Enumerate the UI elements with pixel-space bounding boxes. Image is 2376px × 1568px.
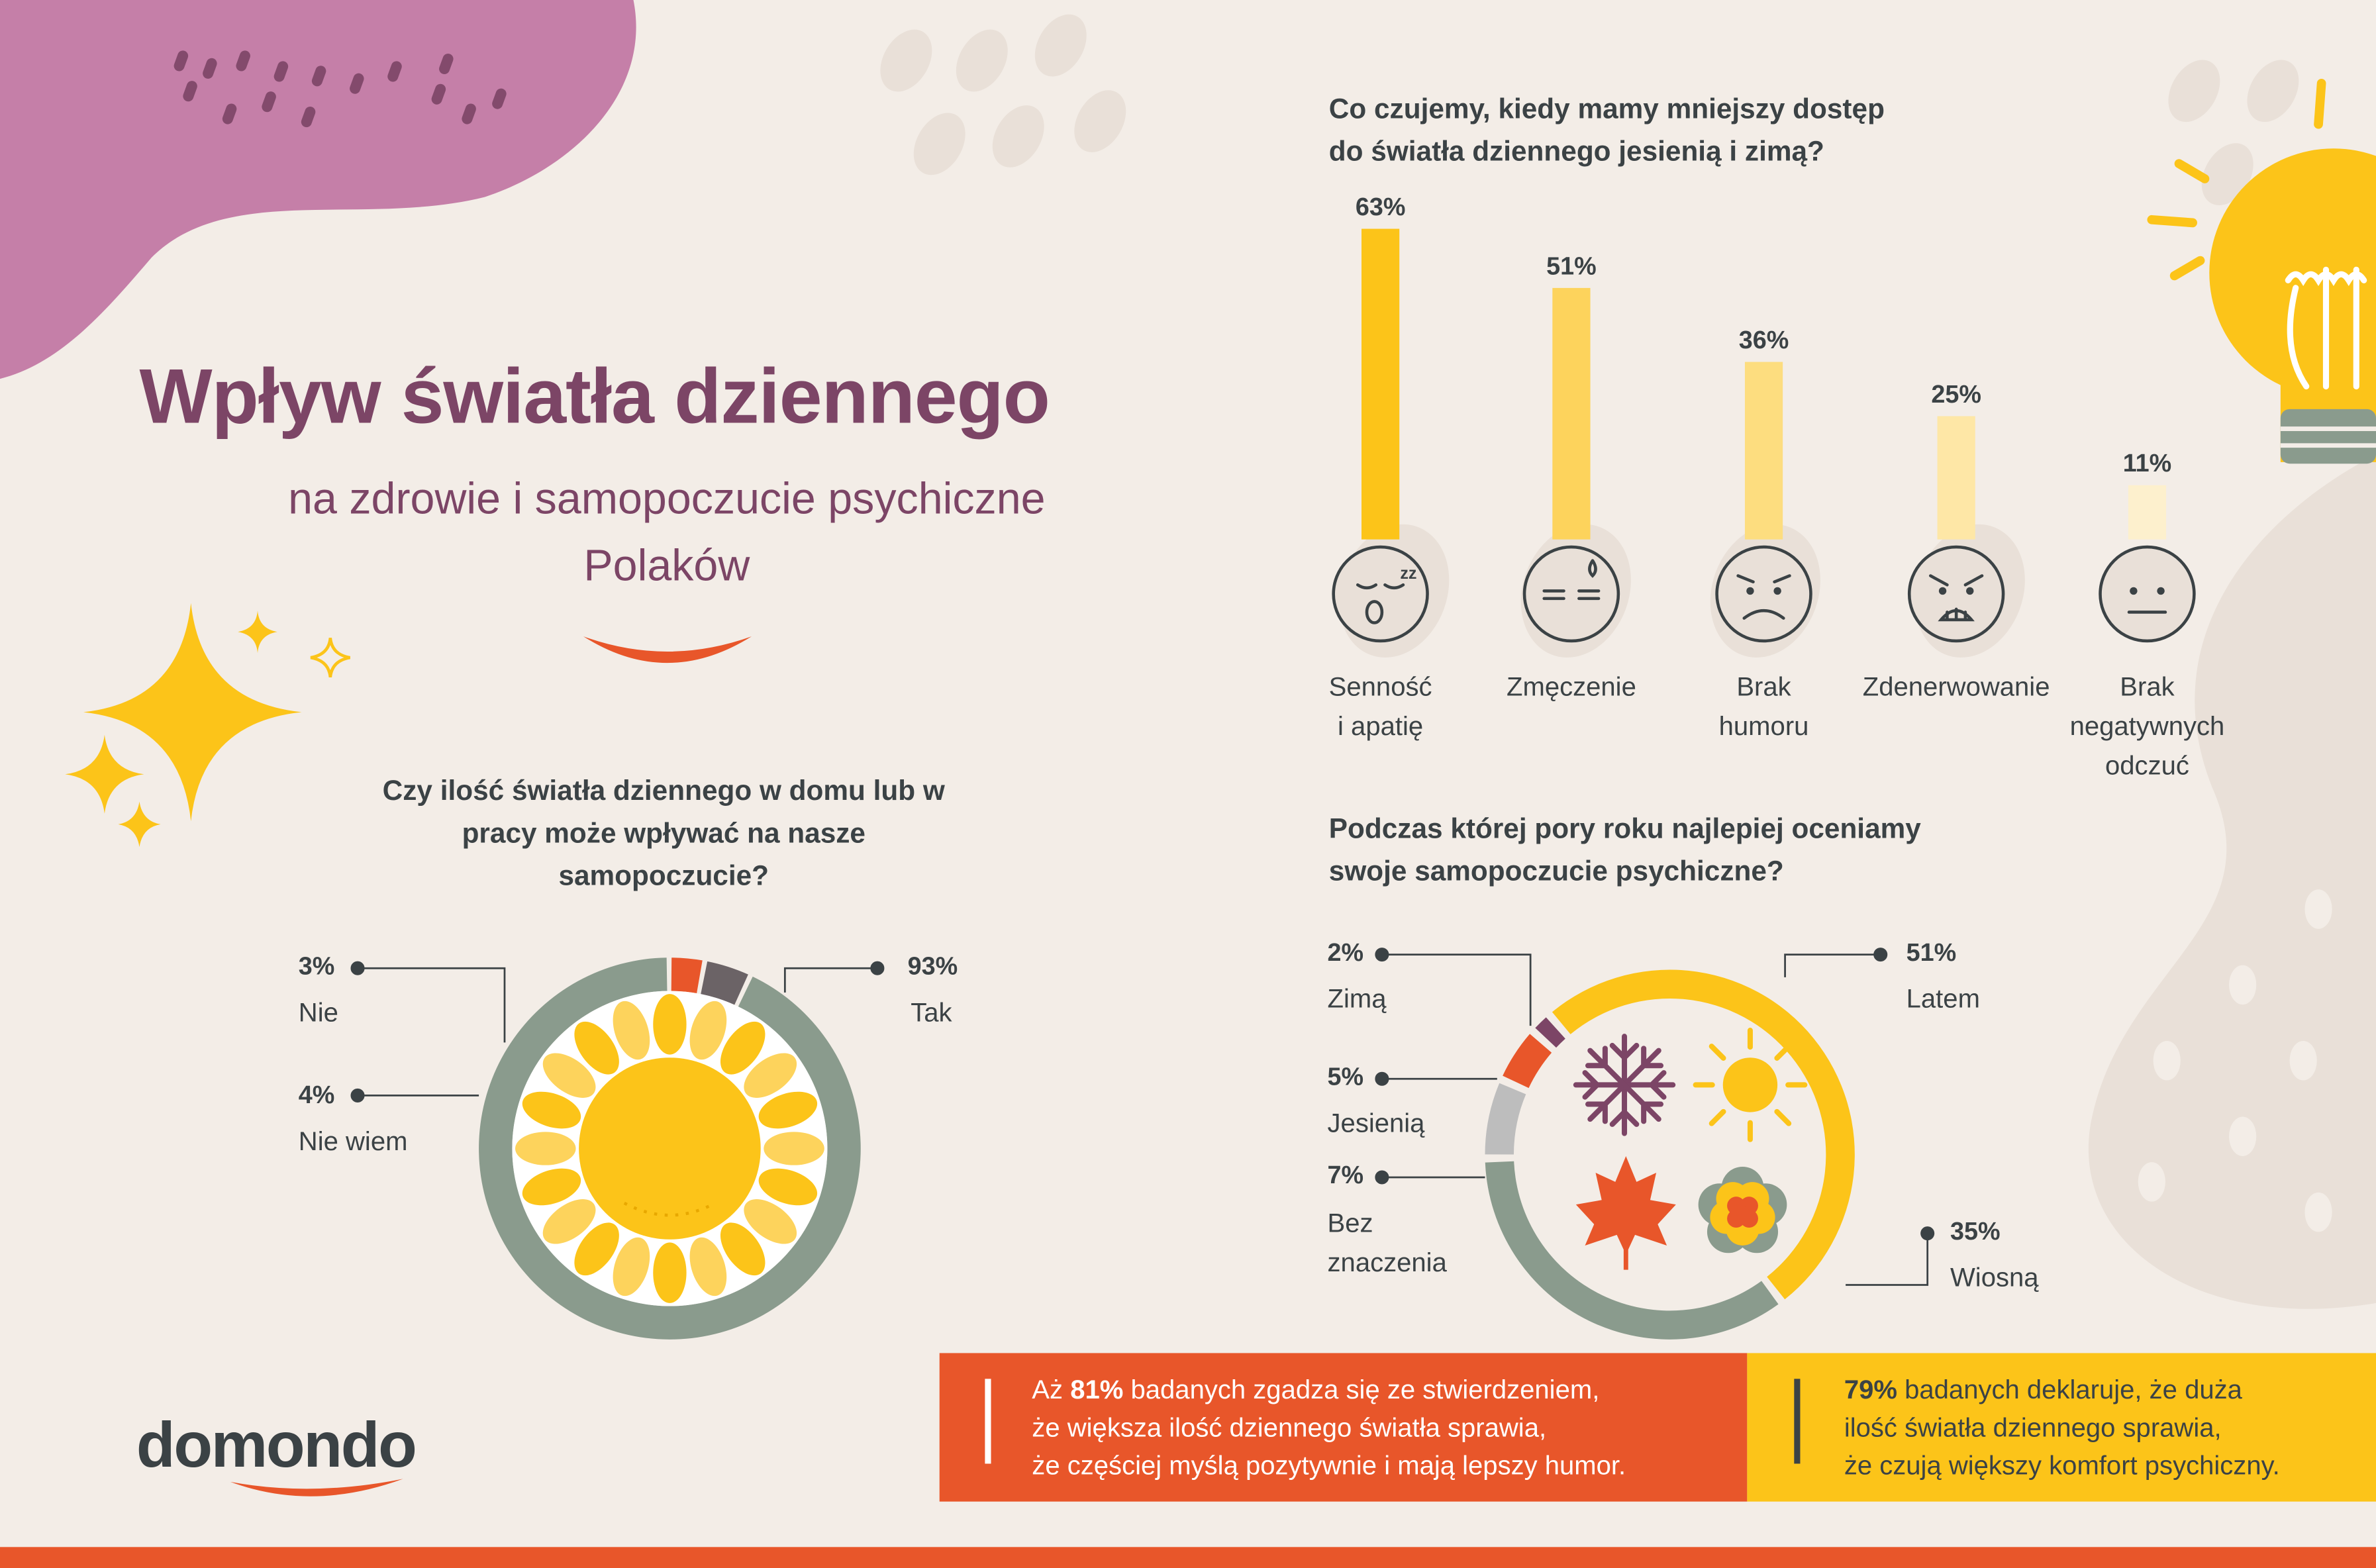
pie2-slice-wiosną — [1485, 1161, 1779, 1340]
page-subtitle: na zdrowie i samopoczucie psychiczne Pol… — [288, 475, 1046, 591]
sun-icon — [1693, 1028, 1808, 1142]
pie1-leader-lines — [350, 961, 885, 1102]
bar-category-label-3: Brak humoru — [1718, 671, 1809, 741]
bar-2 — [1552, 287, 1591, 540]
banner-left-line-2: że większa ilość dziennego światła spraw… — [1032, 1412, 1547, 1443]
logo-smile-icon — [230, 1479, 403, 1496]
bar-5 — [2128, 485, 2167, 540]
bar-value-label-5: 11% — [2123, 449, 2171, 477]
bar-chart-feelings: 63% zz 51% 36% 25% 11% — [1332, 193, 2196, 643]
pie2-none-label-1: Bez — [1327, 1207, 1373, 1238]
pie2-spring-value: 35% — [1950, 1218, 2001, 1246]
question-2-line-2: do światła dziennego jesienią i zimą? — [1328, 134, 1824, 167]
bar-value-label-1: 63% — [1356, 193, 1406, 220]
sun-petals-icon — [515, 994, 824, 1303]
pie2-autumn-value: 5% — [1327, 1063, 1364, 1091]
banner-left-line-3: że częściej myślą pozytywnie i mają leps… — [1032, 1449, 1626, 1481]
sad-face-icon — [1715, 545, 1812, 643]
pie2-winter-value: 2% — [1327, 939, 1364, 967]
pie-chart-light-influence — [479, 957, 861, 1340]
sparkles-icon — [65, 603, 351, 848]
pie2-winter-label: Zimą — [1327, 983, 1387, 1014]
bar-4 — [1937, 416, 1975, 540]
banner-right-line-2: ilość światła dziennego sprawia, — [1844, 1412, 2222, 1443]
question-3-line-2: swoje samopoczucie psychiczne? — [1328, 854, 1784, 887]
domondo-logo: domondo — [136, 1410, 417, 1496]
dash-pattern-decoration — [173, 50, 507, 128]
page-title: Wpływ światła dziennego — [139, 353, 1050, 440]
pie1-dontknow-label: Nie wiem — [298, 1126, 408, 1156]
tired-face-icon — [1522, 545, 1620, 643]
pie1-yes-value: 93% — [907, 953, 958, 981]
beige-dots-decoration — [2138, 889, 2332, 1232]
banner-left-line-1: Aż 81% badanych zgadza się ze stwierdzen… — [1032, 1374, 1600, 1405]
pie2-none-label-2: znaczenia — [1327, 1247, 1447, 1278]
bar-category-label-4: Zdenerwowanie — [1862, 671, 2050, 702]
pie1-no-value: 3% — [298, 953, 335, 981]
pie1-yes-label: Tak — [911, 997, 952, 1028]
pie2-summer-value: 51% — [1906, 939, 1957, 967]
pie1-no-label: Nie — [298, 997, 338, 1028]
snowflake-icon — [1573, 1034, 1676, 1136]
pie2-autumn-label: Jesienią — [1327, 1107, 1425, 1138]
pie-chart-seasons — [1485, 969, 1855, 1340]
pie2-slice-zimą — [1535, 1017, 1565, 1048]
logo-wordmark: domondo — [136, 1410, 416, 1481]
bar-value-label-2: 51% — [1546, 252, 1597, 279]
banner-left: Aż 81% badanych zgadza się ze stwierdzen… — [939, 1353, 1748, 1502]
bar-value-label-4: 25% — [1931, 380, 1981, 408]
banner-right-accent — [1794, 1379, 1801, 1464]
pie1-slice-nie-wiem — [701, 961, 748, 1005]
bar-3 — [1744, 362, 1783, 540]
smile-decoration — [583, 636, 752, 663]
pie2-summer-label: Latem — [1906, 983, 1980, 1014]
pie2-none-value: 7% — [1327, 1162, 1364, 1190]
purple-blob-decoration — [0, 0, 636, 379]
sleepy-face-icon: zz — [1332, 545, 1429, 643]
pie1-slice-nie — [671, 957, 703, 994]
pie2-leader-lines — [1375, 948, 1935, 1286]
bar-category-label-2: Zmęczenie — [1507, 671, 1636, 702]
banner-right-line-1: 79% badanych deklaruje, że duża — [1844, 1374, 2242, 1405]
maple-leaf-icon — [1575, 1155, 1676, 1270]
bottom-accent-strip — [0, 1547, 2376, 1568]
banner-right-text: 79% badanych deklaruje, że duża ilość św… — [1844, 1371, 2280, 1485]
light-bulb-icon — [2147, 78, 2376, 464]
banner-right-line-3: że czują większy komfort psychiczny. — [1844, 1449, 2280, 1481]
bar-value-label-3: 36% — [1739, 326, 1789, 354]
svg-text:zz: zz — [1400, 564, 1416, 583]
question-3-line-1: Podczas której pory roku najlepiej oceni… — [1328, 812, 1921, 844]
question-2-line-1: Co czujemy, kiedy mamy mniejszy dostęp — [1328, 92, 1885, 124]
bar-category-label-5: Brak negatywnych odczuć — [2069, 671, 2225, 781]
pie2-slice-jesienią — [1503, 1034, 1552, 1089]
banner-left-accent — [985, 1379, 991, 1464]
bar-category-label-1: Senność i apatię — [1328, 671, 1432, 741]
angry-face-icon — [1907, 545, 2005, 643]
sun-core-texture — [623, 1201, 717, 1217]
banner-right: 79% badanych deklaruje, że duża ilość św… — [1747, 1353, 2376, 1502]
bar-1 — [1361, 228, 1400, 540]
sun-core-icon — [579, 1057, 761, 1240]
pie2-slice-latem — [1552, 969, 1855, 1300]
pie2-spring-label: Wiosną — [1950, 1262, 2039, 1293]
banner-left-text: Aż 81% badanych zgadza się ze stwierdzen… — [1032, 1371, 1626, 1485]
neutral-face-icon — [2099, 545, 2196, 643]
pie2-slice-bez-znaczenia — [1485, 1083, 1526, 1155]
beige-blob-decoration — [2088, 454, 2376, 1309]
question-1: Czy ilość światła dziennego w domu lub w… — [382, 774, 945, 891]
pie1-dontknow-value: 4% — [298, 1081, 335, 1110]
flower-icon — [1698, 1166, 1787, 1253]
